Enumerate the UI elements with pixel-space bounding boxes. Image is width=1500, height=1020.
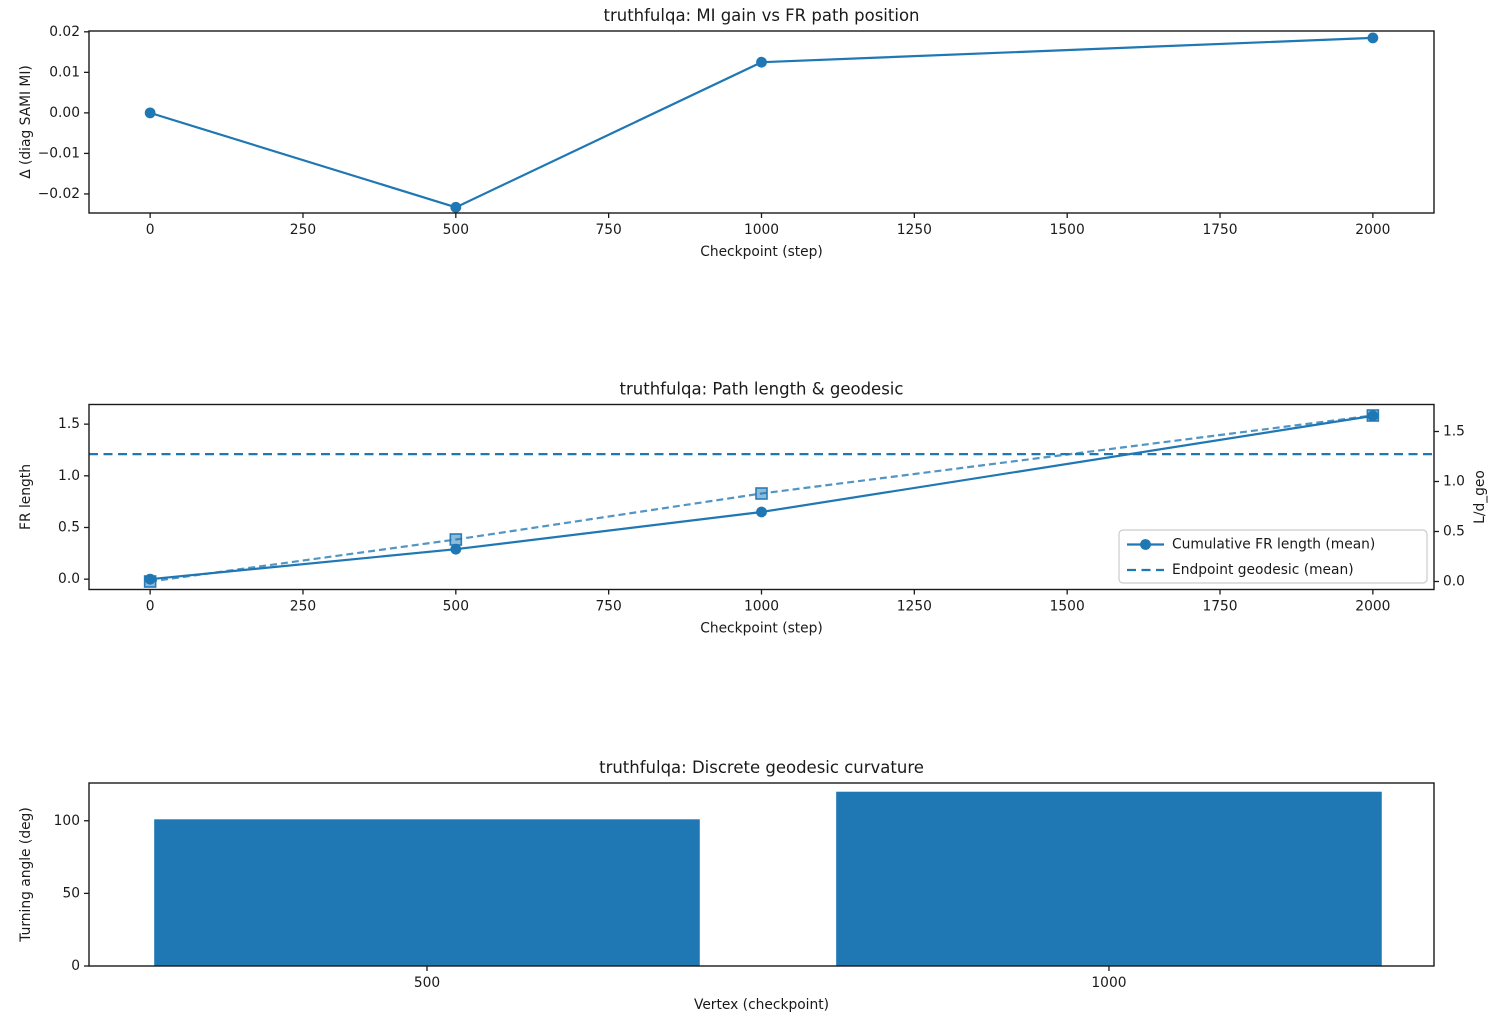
y-axis-label-right: L/d_geo	[1472, 470, 1488, 524]
x-tick-label: 1500	[1050, 599, 1085, 615]
y-tick-label: 0.01	[49, 64, 80, 80]
legend-label: Endpoint geodesic (mean)	[1172, 562, 1354, 578]
data-point-marker	[143, 575, 157, 588]
series-l-d-geo-ratio-right-axis-	[143, 409, 1380, 588]
x-tick-label: 500	[414, 975, 440, 991]
x-axis-label: Vertex (checkpoint)	[694, 997, 829, 1013]
x-tick-label: 1500	[1050, 222, 1085, 238]
y-tick-label: 50	[62, 885, 80, 901]
data-point-marker	[1366, 409, 1380, 422]
series-mi-gain-diag-sami-mi-delta-	[144, 32, 1379, 213]
x-axis-label: Checkpoint (step)	[700, 621, 823, 637]
data-point-marker	[450, 201, 462, 213]
bar	[836, 791, 1382, 966]
axes-frame	[88, 782, 1435, 967]
x-tick-label: 250	[290, 222, 316, 238]
x-tick-label: 2000	[1355, 222, 1390, 238]
legend-box	[1118, 529, 1428, 584]
x-tick-label: 750	[595, 599, 621, 615]
x-tick-label: 1000	[1091, 975, 1126, 991]
y-tick-label-right: 1.0	[1443, 474, 1465, 490]
x-tick-label: 1250	[897, 599, 932, 615]
series-line	[149, 414, 1374, 583]
x-tick-label: 1000	[744, 599, 779, 615]
y-tick-label: 100	[54, 813, 80, 829]
x-tick-label: 500	[443, 599, 469, 615]
x-tick-label: 500	[443, 222, 469, 238]
data-point-marker	[450, 543, 462, 555]
x-tick-label: 0	[146, 222, 155, 238]
data-point-marker	[1367, 32, 1379, 44]
x-tick-label: 1250	[897, 222, 932, 238]
x-tick-label: 1000	[744, 222, 779, 238]
y-tick-label: 1.0	[58, 468, 80, 484]
series-line	[149, 36, 1373, 209]
y-tick-label: 0	[71, 958, 80, 974]
x-tick-label: 2000	[1355, 599, 1390, 615]
data-point-marker	[144, 107, 156, 119]
y-tick-label-right: 1.5	[1443, 424, 1465, 440]
y-tick-label: 1.5	[58, 416, 80, 432]
legend: Cumulative FR length (mean) Endpoint geod…	[1118, 529, 1428, 584]
axes-frame	[88, 30, 1435, 214]
y-axis-label: FR length	[18, 464, 34, 530]
y-tick-label: −0.02	[38, 186, 80, 202]
y-tick-label: 0.00	[49, 105, 80, 121]
x-tick-label: 750	[595, 222, 621, 238]
chart-path-length: truthfulqa: Path length & geodesic 0 250 50…	[18, 380, 1488, 637]
data-point-marker	[755, 487, 768, 500]
x-tick-label: 1750	[1202, 599, 1237, 615]
y-tick-label-right: 0.5	[1443, 524, 1465, 540]
y-tick-label-right: 0.0	[1443, 574, 1465, 590]
y-axis-label: Turning angle (deg)	[18, 807, 34, 942]
data-point-marker	[756, 506, 767, 518]
y-tick-label: −0.01	[38, 145, 80, 161]
legend-label: Cumulative FR length (mean)	[1172, 537, 1375, 553]
x-tick-label: 1750	[1202, 222, 1237, 238]
series-line	[150, 414, 1374, 581]
x-axis-label: Checkpoint (step)	[700, 244, 823, 260]
x-tick-label: 250	[290, 599, 316, 615]
chart-path-length-title: truthfulqa: Path length & geodesic	[620, 380, 904, 399]
chart-mi-gain: truthfulqa: MI gain vs FR path position 0…	[18, 6, 1435, 260]
x-tick-label: 0	[146, 599, 155, 615]
data-point-marker	[756, 56, 767, 68]
legend-entry: Cumulative FR length (mean)	[1127, 537, 1375, 553]
y-axis-label: Δ (diag SAMI MI)	[18, 65, 34, 179]
chart-curvature-title: truthfulqa: Discrete geodesic curvature	[599, 758, 924, 777]
y-tick-label: 0.5	[58, 519, 80, 535]
legend-entry: Endpoint geodesic (mean)	[1127, 562, 1354, 578]
data-point-marker	[449, 533, 463, 546]
bar	[154, 819, 700, 966]
axes-frame	[88, 403, 1435, 591]
y-tick-label: 0.02	[49, 24, 80, 40]
data-point-marker	[1140, 539, 1151, 550]
chart-curvature: truthfulqa: Discrete geodesic curvature 5…	[18, 758, 1435, 1013]
chart-mi-gain-title: truthfulqa: MI gain vs FR path position	[603, 6, 919, 25]
y-tick-label: 0.0	[58, 571, 80, 587]
